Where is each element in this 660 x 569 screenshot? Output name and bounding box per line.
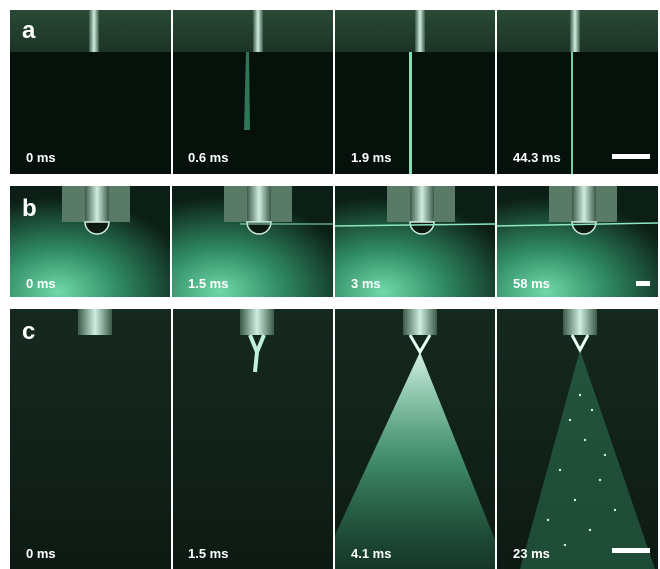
row-b-images bbox=[10, 186, 658, 297]
frame-time: 23 ms bbox=[513, 546, 550, 561]
frame-time: 3 ms bbox=[351, 276, 381, 291]
frame-time: 0 ms bbox=[26, 150, 56, 165]
row-a-images bbox=[10, 10, 658, 174]
row-c-images bbox=[10, 309, 658, 569]
frame-time: 1.5 ms bbox=[188, 276, 228, 291]
frame-time: 0.6 ms bbox=[188, 150, 228, 165]
frame-time: 58 ms bbox=[513, 276, 550, 291]
panel-label: c bbox=[22, 318, 35, 345]
frame-time: 44.3 ms bbox=[513, 150, 561, 165]
frame-time: 1.5 ms bbox=[188, 546, 228, 561]
figure: a 0 ms 0.6 ms 1.9 ms 44.3 ms b 0 ms 1.5 ms 3 ms 5… bbox=[0, 0, 660, 569]
frame-time: 4.1 ms bbox=[351, 546, 391, 561]
panel-label: b bbox=[22, 195, 37, 222]
frame-time: 1.9 ms bbox=[351, 150, 391, 165]
frame-time: 0 ms bbox=[26, 276, 56, 291]
panel-label: a bbox=[22, 17, 36, 44]
frame-time: 0 ms bbox=[26, 546, 56, 561]
